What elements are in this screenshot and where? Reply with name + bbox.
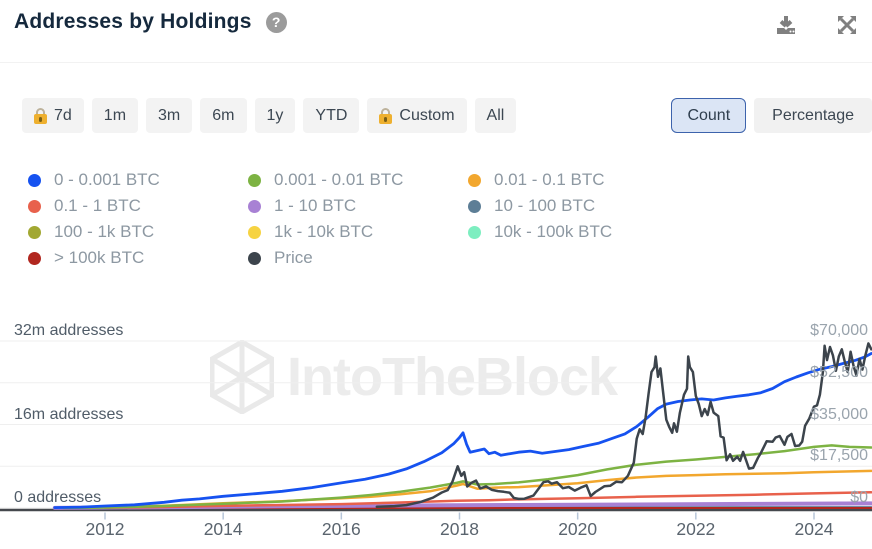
toggle-count[interactable]: Count — [671, 98, 747, 133]
view-toggle-group: Count Percentage — [671, 98, 872, 133]
legend-dot-icon — [28, 173, 41, 187]
legend-item[interactable]: 10k - 100k BTC — [468, 219, 688, 245]
help-icon[interactable]: ? — [265, 11, 287, 33]
legend-item[interactable]: > 100k BTC — [28, 245, 248, 271]
legend-item[interactable]: 10 - 100 BTC — [468, 193, 688, 219]
legend-dot-icon — [248, 251, 261, 265]
legend-dot-icon — [248, 225, 261, 239]
header: Addresses by Holdings ? — [14, 10, 287, 34]
legend-label: 100 - 1k BTC — [54, 222, 155, 241]
legend-label: 10k - 100k BTC — [494, 222, 613, 241]
watermark-text: IntoTheBlock — [287, 347, 618, 407]
x-axis-year-label: 2016 — [321, 519, 361, 539]
y-left-label: 0 addresses — [14, 489, 102, 506]
series-0-1-1-btc — [103, 491, 872, 509]
legend-label: 1 - 10 BTC — [274, 196, 357, 215]
range-label: 1y — [266, 106, 284, 124]
legend-label: 0.01 - 0.1 BTC — [494, 170, 605, 189]
toggle-percentage[interactable]: Percentage — [754, 98, 872, 133]
range-label: Custom — [399, 106, 455, 124]
series-0-001-0-01-btc — [62, 444, 872, 510]
lock-icon — [379, 107, 393, 124]
x-axis-year-label: 2022 — [676, 519, 716, 539]
range-button-ytd[interactable]: YTD — [303, 98, 360, 133]
legend-label: 0.1 - 1 BTC — [54, 196, 141, 215]
range-label: 1m — [103, 106, 127, 124]
legend-label: > 100k BTC — [54, 248, 145, 267]
x-axis-year-label: 2020 — [558, 519, 598, 539]
range-label: 6m — [212, 106, 235, 124]
legend-dot-icon — [28, 251, 41, 265]
legend-dot-icon — [248, 199, 261, 213]
y-right-label: $0 — [850, 489, 868, 506]
range-label: 7d — [54, 106, 72, 124]
range-button-1y[interactable]: 1y — [254, 98, 296, 133]
x-axis-year-label: 2012 — [85, 519, 125, 539]
range-button-3m[interactable]: 3m — [146, 98, 193, 133]
fullscreen-icon[interactable] — [835, 13, 859, 37]
legend-dot-icon — [248, 173, 261, 187]
y-right-label: $70,000 — [810, 322, 868, 339]
download-icon[interactable] — [774, 13, 798, 37]
intotheblock-logo-icon — [210, 340, 274, 414]
legend-label: Price — [274, 248, 313, 267]
range-button-custom[interactable]: Custom — [367, 98, 467, 133]
legend-item[interactable]: 100 - 1k BTC — [28, 219, 248, 245]
range-label: YTD — [315, 106, 348, 124]
legend-item[interactable]: 0 - 0.001 BTC — [28, 167, 248, 193]
legend-item[interactable]: 1k - 10k BTC — [248, 219, 468, 245]
legend-label: 0 - 0.001 BTC — [54, 170, 160, 189]
time-range-group: 7d 1m 3m 6m 1y YTD Custom All — [22, 98, 517, 133]
y-left-label: 16m addresses — [14, 405, 124, 423]
y-right-label: $17,500 — [810, 447, 868, 465]
legend: 0 - 0.001 BTC 0.1 - 1 BTC 100 - 1k BTC > 10… — [28, 167, 688, 271]
legend-dot-icon — [468, 199, 481, 213]
range-label: All — [486, 106, 505, 124]
legend-dot-icon — [468, 173, 481, 187]
legend-item[interactable]: 0.001 - 0.01 BTC — [248, 167, 468, 193]
series-0-0-001-btc — [53, 352, 872, 510]
legend-item[interactable]: Price — [248, 245, 468, 271]
page-title: Addresses by Holdings — [14, 10, 252, 33]
plot-canvas[interactable] — [0, 322, 872, 549]
y-left-label: 32m addresses — [14, 322, 124, 339]
legend-dot-icon — [28, 225, 41, 239]
y-right-label: $52,500 — [810, 363, 868, 381]
range-button-all[interactable]: All — [474, 98, 517, 133]
legend-label: 10 - 100 BTC — [494, 196, 596, 215]
legend-item[interactable]: 1 - 10 BTC — [248, 193, 468, 219]
header-divider — [0, 62, 872, 63]
watermark: IntoTheBlock — [210, 340, 618, 414]
x-axis-year-label: 2024 — [794, 519, 834, 539]
legend-dot-icon — [28, 199, 41, 213]
legend-item[interactable]: 0.01 - 0.1 BTC — [468, 167, 688, 193]
chart-area: IntoTheBlock 32m addresses 16m addresses 0… — [0, 322, 872, 549]
legend-label: 1k - 10k BTC — [274, 222, 374, 241]
x-axis-year-label: 2018 — [440, 519, 479, 539]
lock-icon — [34, 107, 47, 124]
legend-item[interactable]: 0.1 - 1 BTC — [28, 193, 248, 219]
legend-dot-icon — [468, 225, 481, 239]
series-price — [375, 342, 872, 509]
y-right-label: $35,000 — [810, 405, 868, 423]
range-button-7d[interactable]: 7d — [22, 98, 84, 133]
x-axis-year-label: 2014 — [203, 519, 243, 539]
range-button-6m[interactable]: 6m — [200, 98, 247, 133]
range-label: 3m — [158, 106, 181, 124]
range-button-1m[interactable]: 1m — [91, 98, 139, 133]
legend-label: 0.001 - 0.01 BTC — [274, 170, 404, 189]
